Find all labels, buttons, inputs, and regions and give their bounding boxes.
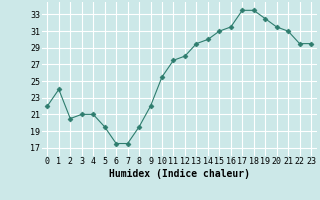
X-axis label: Humidex (Indice chaleur): Humidex (Indice chaleur): [109, 169, 250, 179]
